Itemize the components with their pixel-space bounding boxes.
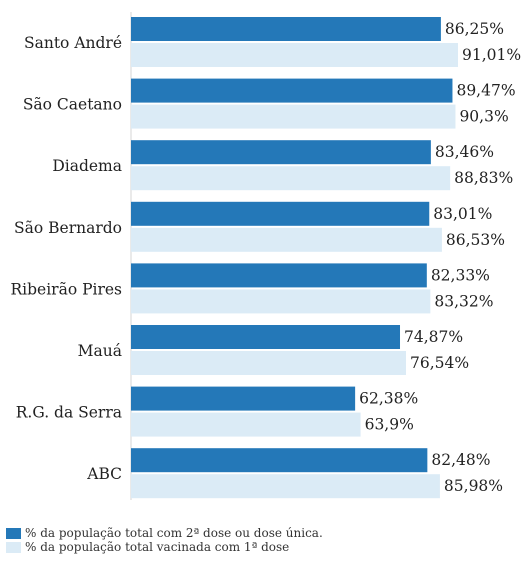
bars-group: Santo André 86,25% 91,01% São Caetano 89,47%… bbox=[10, 17, 521, 499]
data-label: 76,54% bbox=[410, 354, 469, 372]
bar-second-dose bbox=[131, 201, 430, 226]
data-label: 86,25% bbox=[445, 20, 504, 38]
data-label: 91,01% bbox=[462, 46, 521, 64]
bar-second-dose bbox=[131, 325, 401, 349]
category-label: Santo André bbox=[24, 34, 122, 52]
legend-item-second-dose: % da população total com 2ª dose ou dose… bbox=[6, 526, 323, 540]
legend-label-first-dose: % da população total vacinada com 1ª dos… bbox=[25, 540, 290, 554]
bar-second-dose bbox=[131, 263, 427, 288]
bar-first-dose bbox=[131, 227, 442, 252]
data-label: 74,87% bbox=[404, 328, 463, 346]
bar-first-dose bbox=[131, 474, 440, 499]
legend-swatch-second-dose bbox=[6, 527, 21, 539]
bar-first-dose bbox=[131, 104, 456, 129]
category-label: Diadema bbox=[52, 157, 122, 175]
category-label: R.G. da Serra bbox=[16, 404, 122, 422]
legend-item-first-dose: % da população total vacinada com 1ª dos… bbox=[6, 540, 323, 554]
bar-second-dose bbox=[131, 78, 453, 103]
bar-second-dose bbox=[131, 17, 441, 41]
data-label: 83,32% bbox=[434, 292, 493, 310]
bar-second-dose bbox=[131, 448, 428, 473]
data-label: 63,9% bbox=[365, 416, 414, 434]
data-label: 86,53% bbox=[446, 231, 505, 249]
category-label: Mauá bbox=[78, 342, 122, 360]
data-label: 82,48% bbox=[431, 451, 490, 469]
data-label: 89,47% bbox=[456, 82, 515, 100]
data-label: 85,98% bbox=[444, 477, 503, 495]
bar-first-dose bbox=[131, 289, 431, 314]
bar-first-dose bbox=[131, 351, 407, 375]
category-label: ABC bbox=[86, 465, 122, 483]
legend-swatch-first-dose bbox=[6, 541, 21, 553]
category-label: São Bernardo bbox=[14, 219, 122, 237]
bar-second-dose bbox=[131, 140, 431, 165]
legend: % da população total com 2ª dose ou dose… bbox=[6, 526, 323, 554]
bar-first-dose bbox=[131, 43, 458, 67]
data-label: 90,3% bbox=[459, 108, 508, 126]
legend-label-second-dose: % da população total com 2ª dose ou dose… bbox=[25, 526, 323, 540]
data-label: 83,01% bbox=[433, 205, 492, 223]
bar-first-dose bbox=[131, 412, 361, 437]
data-label: 88,83% bbox=[454, 169, 513, 187]
bar-second-dose bbox=[131, 386, 356, 411]
category-label: São Caetano bbox=[23, 96, 122, 114]
category-label: Ribeirão Pires bbox=[10, 280, 122, 298]
data-label: 83,46% bbox=[435, 143, 494, 161]
data-label: 82,33% bbox=[431, 266, 490, 284]
bar-first-dose bbox=[131, 166, 451, 191]
data-label: 62,38% bbox=[359, 390, 418, 408]
